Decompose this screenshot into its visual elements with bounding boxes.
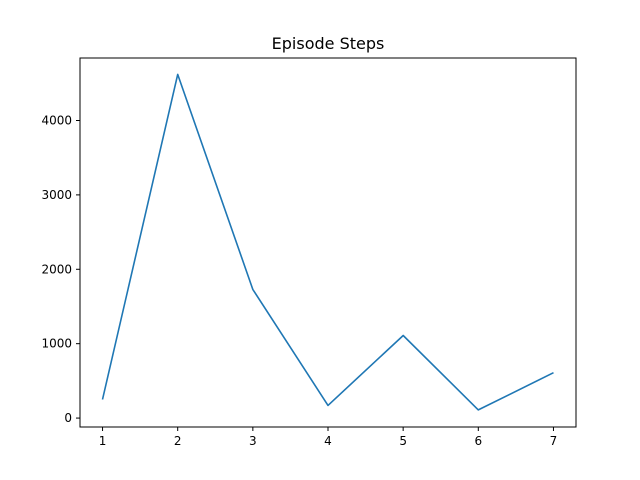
y-tick-label: 2000 (41, 262, 72, 276)
plot-frame (79, 57, 577, 428)
chart-title: Episode Steps (272, 34, 385, 53)
y-tick-label: 0 (64, 411, 72, 425)
x-tick-label: 1 (99, 434, 107, 448)
y-tick-label: 3000 (41, 188, 72, 202)
y-tick-label: 4000 (41, 113, 72, 127)
y-tick-label: 1000 (41, 337, 72, 351)
y-axis-ticks: 0 1000 2000 3000 4000 (41, 113, 80, 425)
x-tick-label: 6 (474, 434, 482, 448)
x-tick-label: 4 (324, 434, 332, 448)
x-tick-label: 7 (550, 434, 558, 448)
x-tick-label: 5 (399, 434, 407, 448)
series-line (101, 73, 554, 411)
x-tick-label: 3 (249, 434, 257, 448)
series-layer (101, 73, 554, 411)
x-axis-ticks: 1 2 3 4 5 6 7 (99, 427, 558, 448)
x-tick-label: 2 (174, 434, 182, 448)
